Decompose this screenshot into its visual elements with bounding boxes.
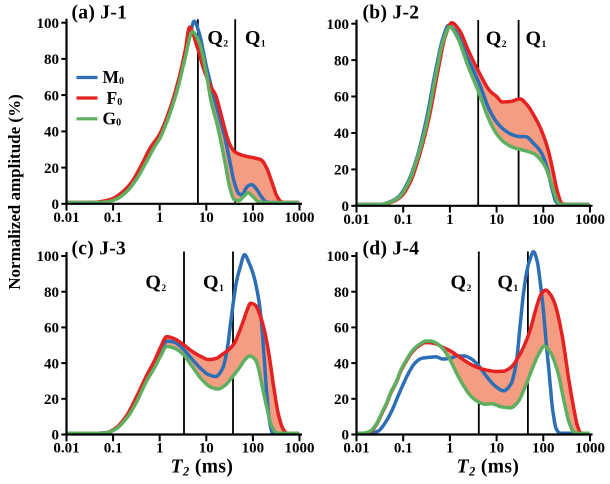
svg-text:0: 0 bbox=[52, 197, 60, 213]
svg-text:(a) J-1: (a) J-1 bbox=[72, 3, 128, 24]
svg-text:10: 10 bbox=[489, 212, 504, 228]
svg-text:80: 80 bbox=[44, 52, 59, 68]
svg-text:10: 10 bbox=[199, 441, 214, 457]
svg-text:60: 60 bbox=[334, 321, 349, 337]
svg-text:Normalized amplitude (%): Normalized amplitude (%) bbox=[5, 94, 24, 289]
svg-text:0.1: 0.1 bbox=[104, 210, 123, 226]
svg-text:100: 100 bbox=[242, 441, 265, 457]
svg-text:40: 40 bbox=[334, 356, 349, 372]
svg-text:1000: 1000 bbox=[285, 210, 315, 226]
svg-text:100: 100 bbox=[327, 249, 350, 265]
svg-text:100: 100 bbox=[37, 249, 60, 265]
svg-text:40: 40 bbox=[44, 125, 59, 141]
svg-text:Q2: Q2 bbox=[486, 27, 507, 50]
svg-text:Q2: Q2 bbox=[145, 272, 166, 295]
svg-text:(c) J-3: (c) J-3 bbox=[72, 238, 127, 259]
svg-text:40: 40 bbox=[334, 126, 349, 142]
svg-text:10: 10 bbox=[199, 210, 214, 226]
svg-text:20: 20 bbox=[44, 161, 59, 177]
svg-text:1: 1 bbox=[446, 441, 454, 457]
svg-text:100: 100 bbox=[532, 212, 555, 228]
svg-text:60: 60 bbox=[44, 321, 59, 337]
svg-text:Q1: Q1 bbox=[525, 27, 546, 50]
svg-text:1: 1 bbox=[156, 210, 164, 226]
svg-text:80: 80 bbox=[44, 285, 59, 301]
svg-text:100: 100 bbox=[37, 16, 60, 32]
svg-text:0.1: 0.1 bbox=[104, 441, 123, 457]
svg-text:100: 100 bbox=[327, 17, 350, 33]
svg-text:Q1: Q1 bbox=[497, 272, 518, 295]
svg-text:0.01: 0.01 bbox=[53, 441, 79, 457]
svg-text:0.01: 0.01 bbox=[343, 441, 369, 457]
svg-text:100: 100 bbox=[242, 210, 265, 226]
svg-text:Q2: Q2 bbox=[207, 27, 228, 50]
svg-text:20: 20 bbox=[334, 392, 349, 408]
svg-text:80: 80 bbox=[334, 285, 349, 301]
svg-text:80: 80 bbox=[334, 53, 349, 69]
svg-text:M0: M0 bbox=[103, 67, 125, 87]
svg-text:60: 60 bbox=[334, 90, 349, 106]
svg-text:0: 0 bbox=[342, 428, 350, 444]
svg-text:0: 0 bbox=[342, 199, 350, 215]
svg-text:Q2: Q2 bbox=[451, 272, 472, 295]
svg-text:20: 20 bbox=[44, 392, 59, 408]
svg-text:0.01: 0.01 bbox=[343, 212, 369, 228]
svg-text:0.1: 0.1 bbox=[394, 441, 413, 457]
svg-text:40: 40 bbox=[44, 356, 59, 372]
svg-text:1000: 1000 bbox=[285, 441, 315, 457]
svg-text:1000: 1000 bbox=[575, 441, 605, 457]
svg-text:T2 (ms): T2 (ms) bbox=[171, 457, 234, 479]
svg-text:10: 10 bbox=[489, 441, 504, 457]
svg-text:100: 100 bbox=[532, 441, 555, 457]
svg-text:Q1: Q1 bbox=[203, 272, 224, 295]
svg-text:1: 1 bbox=[156, 441, 164, 457]
svg-text:(b) J-2: (b) J-2 bbox=[363, 3, 420, 24]
svg-text:Q1: Q1 bbox=[245, 27, 266, 50]
svg-text:20: 20 bbox=[334, 163, 349, 179]
svg-text:1: 1 bbox=[446, 212, 454, 228]
svg-text:60: 60 bbox=[44, 88, 59, 104]
svg-text:T2 (ms): T2 (ms) bbox=[457, 457, 520, 479]
svg-text:0: 0 bbox=[52, 428, 60, 444]
svg-text:0.1: 0.1 bbox=[394, 212, 413, 228]
svg-text:0.01: 0.01 bbox=[53, 210, 79, 226]
svg-text:1000: 1000 bbox=[575, 212, 605, 228]
svg-text:(d) J-4: (d) J-4 bbox=[363, 238, 420, 259]
